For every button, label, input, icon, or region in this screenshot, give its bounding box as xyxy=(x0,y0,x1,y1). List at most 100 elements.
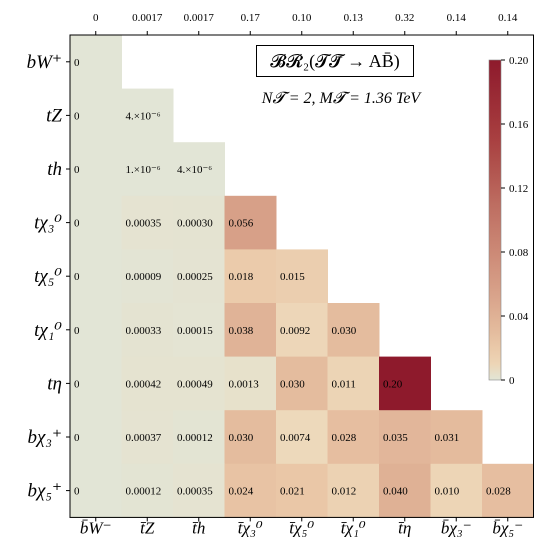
cell-value-label: 0.00012 xyxy=(126,486,162,498)
colorbar xyxy=(488,59,502,381)
cell-value-label: 0.028 xyxy=(332,432,357,444)
colorbar-tick-label: 0.20 xyxy=(509,55,529,67)
cell-value-label: 0.00015 xyxy=(177,325,213,337)
heatmap-cell xyxy=(224,463,277,518)
cell-value-label: 4.×10⁻⁶ xyxy=(177,164,212,176)
cell-value-label: 0 xyxy=(74,432,80,444)
colorbar-tick-label: 0 xyxy=(509,375,515,387)
heatmap-cell xyxy=(327,410,380,465)
cell-value-label: 0.00035 xyxy=(177,486,213,498)
heatmap-cell xyxy=(327,463,380,518)
heatmap-cell xyxy=(224,195,277,250)
chart-title: 𝓑𝓡₂(𝓣𝓣̄ → AB̄) xyxy=(256,45,414,77)
cell-value-label: 0.00037 xyxy=(126,432,162,444)
cell-value-label: 0.00025 xyxy=(177,271,213,283)
row-label: bχ₅⁺ xyxy=(28,481,63,502)
cell-value-label: 4.×10⁻⁶ xyxy=(126,110,161,122)
cell-value-label: 0.0013 xyxy=(229,378,260,390)
cell-value-label: 0.021 xyxy=(280,486,305,498)
top-column-sum-label: 0.14 xyxy=(498,12,518,24)
heatmap-cell xyxy=(121,195,174,250)
cell-value-label: 0 xyxy=(74,164,80,176)
colorbar-tick-label: 0.04 xyxy=(509,311,529,323)
row-label: tχ₃⁰ xyxy=(34,213,62,234)
heatmap-cell xyxy=(121,249,174,304)
cell-value-label: 0.024 xyxy=(229,486,254,498)
colorbar-tick-label: 0.12 xyxy=(509,183,528,195)
heatmap-cell xyxy=(121,88,174,143)
cell-value-label: 0.035 xyxy=(383,432,408,444)
heatmap-cell xyxy=(379,356,431,411)
heatmap-cell xyxy=(430,410,483,465)
top-column-sum-label: 0.10 xyxy=(292,12,312,24)
heatmap-cell xyxy=(327,356,380,411)
cell-value-label: 0.031 xyxy=(435,432,460,444)
cell-value-label: 0.00035 xyxy=(126,218,162,230)
cell-value-label: 0 xyxy=(74,110,80,122)
heatmap-cell xyxy=(70,142,122,197)
cell-value-label: 0 xyxy=(74,486,80,498)
cell-value-label: 0.00030 xyxy=(177,218,213,230)
heatmap-cell xyxy=(121,303,174,358)
row-label: bχ₃⁺ xyxy=(28,427,63,448)
heatmap-cell xyxy=(482,463,534,518)
colorbar-tick-label: 0.08 xyxy=(509,247,529,259)
cell-value-label: 0 xyxy=(74,271,80,283)
column-label: t̄h xyxy=(192,518,205,537)
cell-value-label: 0.040 xyxy=(383,486,408,498)
cell-value-label: 0.20 xyxy=(383,378,403,390)
heatmap-cell xyxy=(70,356,122,411)
cell-value-label: 0.00033 xyxy=(126,325,162,337)
cell-value-label: 0.018 xyxy=(229,271,254,283)
cell-value-label: 0.00042 xyxy=(126,378,162,390)
row-label: tZ xyxy=(46,105,62,126)
row-label: bW⁺ xyxy=(27,52,62,73)
heatmap-cell xyxy=(121,142,174,197)
top-column-sum-label: 0.0017 xyxy=(184,12,215,24)
chart-subtitle: N𝓣 = 2, M𝓣 = 1.36 TeV xyxy=(261,90,421,107)
column-label: b̄χ₅⁻ xyxy=(492,518,523,537)
cell-value-label: 0.0092 xyxy=(280,325,310,337)
cell-value-label: 1.×10⁻⁶ xyxy=(126,164,161,176)
heatmap-cell xyxy=(173,356,225,411)
heatmap-cell xyxy=(70,88,122,143)
heatmap-cell xyxy=(430,463,483,518)
heatmap-cell xyxy=(70,195,122,250)
heatmap-cell xyxy=(276,303,328,358)
heatmap-cell xyxy=(276,410,328,465)
colorbar-tick-label: 0.16 xyxy=(509,119,529,131)
heatmap-cell xyxy=(173,249,225,304)
cell-value-label: 0.012 xyxy=(332,486,357,498)
column-label: t̄χ₅⁰ xyxy=(289,518,314,537)
heatmap-cell xyxy=(276,249,328,304)
top-column-sum-label: 0.13 xyxy=(344,12,364,24)
cell-value-label: 0.028 xyxy=(486,486,511,498)
cell-value-label: 0.038 xyxy=(229,325,254,337)
cell-value-label: 0.00049 xyxy=(177,378,213,390)
heatmap-cell xyxy=(173,195,225,250)
top-column-sum-label: 0.0017 xyxy=(132,12,163,24)
heatmap-cell xyxy=(224,303,277,358)
cell-value-label: 0.010 xyxy=(435,486,460,498)
top-column-sum-label: 0 xyxy=(93,12,99,24)
cell-value-label: 0 xyxy=(74,57,80,69)
cell-value-label: 0 xyxy=(74,325,80,337)
heatmap-cell xyxy=(173,463,225,518)
heatmap-cell xyxy=(224,410,277,465)
heatmap-cell xyxy=(121,410,174,465)
cell-value-label: 0.011 xyxy=(332,378,356,390)
top-column-sum-label: 0.32 xyxy=(395,12,414,24)
heatmap-cell xyxy=(173,142,225,197)
heatmap-cell xyxy=(70,303,122,358)
top-column-sum-label: 0.17 xyxy=(241,12,261,24)
column-label: t̄χ₁⁰ xyxy=(341,518,366,537)
top-column-sum-label: 0.14 xyxy=(447,12,467,24)
cell-value-label: 0.030 xyxy=(229,432,254,444)
cell-value-label: 0.030 xyxy=(280,378,305,390)
cell-value-label: 0.0074 xyxy=(280,432,311,444)
heatmap-cell xyxy=(173,410,225,465)
heatmap-cell xyxy=(70,410,122,465)
cell-value-label: 0.00012 xyxy=(177,432,213,444)
cell-value-label: 0.015 xyxy=(280,271,305,283)
